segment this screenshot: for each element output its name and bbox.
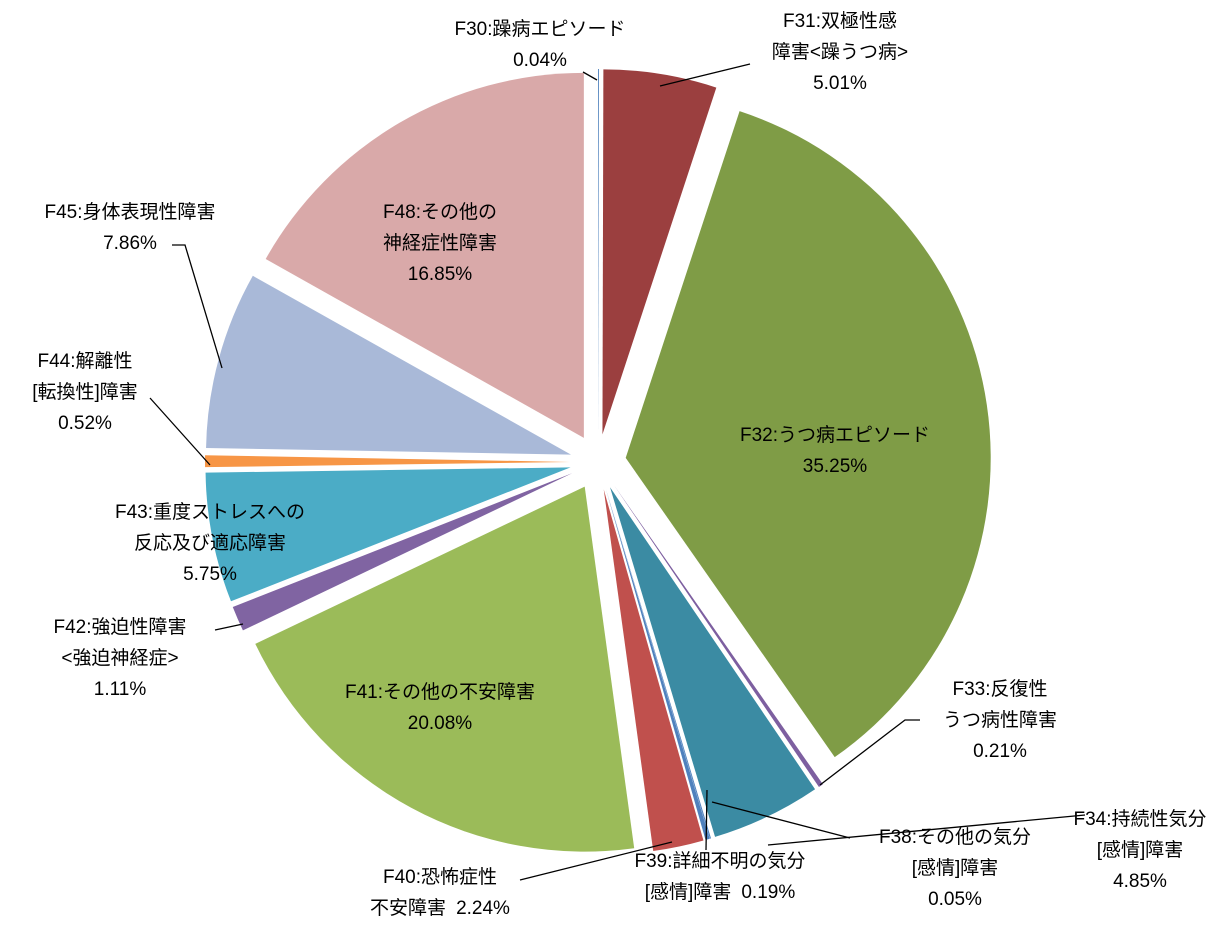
value-label: 0.05%: [928, 889, 982, 910]
leader-line: [214, 623, 244, 631]
slice-label: F44:解離性 [転換性]障害 0.52%: [32, 350, 138, 434]
category-label: F48:その他の: [383, 201, 497, 223]
category-label: [感情]障害: [1097, 839, 1184, 861]
category-label: F43:重度ストレスへの: [115, 501, 305, 523]
value-label: 16.85%: [408, 264, 473, 285]
value-label: 2.24%: [456, 898, 510, 919]
slice-label: F34:持続性気分 [感情]障害 4.85%: [1073, 808, 1206, 892]
category-label: F42:強迫性障害: [53, 616, 186, 638]
category-label: 神経症性障害: [383, 232, 497, 254]
pie-slice: [606, 488, 712, 839]
category-label: 反応及び適応障害: [134, 532, 286, 554]
value-label: 4.85%: [1113, 871, 1167, 892]
category-label: <強迫神経症>: [61, 647, 178, 669]
category-label: F33:反復性: [952, 678, 1047, 700]
slice-label: F32:うつ病エピソード 35.25%: [740, 424, 930, 477]
slice-label: F45:身体表現性障害 7.86%: [44, 201, 215, 254]
pie-slice: [265, 72, 584, 438]
leader-line: [172, 244, 223, 369]
pie-slice: [255, 486, 635, 852]
value-label: 0.52%: [58, 413, 112, 434]
category-label: [転換性]障害: [32, 381, 138, 403]
category-label: F40:恐怖症性: [383, 866, 497, 888]
slice-label: F42:強迫性障害 <強迫神経症> 1.11%: [53, 616, 186, 700]
pie-slice: [598, 69, 599, 435]
category-label: F41:その他の不安障害: [345, 681, 535, 703]
pie-slice: [205, 455, 571, 468]
pie-slice: [610, 487, 816, 837]
value-label: 0.21%: [973, 741, 1027, 762]
category-label: 不安障害: [370, 897, 446, 919]
value-label: 20.08%: [408, 713, 473, 734]
slice-label: F38:その他の気分 [感情]障害 0.05%: [879, 826, 1031, 910]
category-label: 不安障害 2.24%: [370, 897, 510, 919]
value-label: 0.19%: [741, 882, 795, 903]
category-label: F32:うつ病エピソード: [740, 424, 930, 446]
pie-slice: [602, 69, 717, 435]
leader-line: [582, 71, 598, 81]
pie-slice: [603, 489, 704, 852]
pie-slice: [205, 467, 571, 602]
value-label: 35.25%: [803, 456, 868, 477]
category-label: F39:詳細不明の気分: [634, 850, 805, 872]
value-label: 5.01%: [813, 73, 867, 94]
category-label: 障害<躁うつ病>: [772, 41, 908, 63]
category-label: F45:身体表現性障害: [44, 201, 215, 223]
pie-slice: [605, 488, 710, 840]
category-label: [感情]障害 0.19%: [645, 881, 796, 903]
leader-line: [767, 814, 1086, 846]
category-label: F34:持続性気分: [1073, 808, 1206, 830]
leader-line: [659, 63, 751, 87]
value-label: 1.11%: [94, 679, 147, 700]
slice-label: F30:躁病エピソード 0.04%: [454, 18, 625, 71]
leader-line: [819, 719, 920, 786]
category-label: うつ病性障害: [943, 709, 1057, 731]
slice-label: F39:詳細不明の気分 [感情]障害 0.19%: [634, 850, 805, 903]
value-label: 5.75%: [183, 564, 237, 585]
pie-slice: [625, 111, 991, 758]
category-label: [感情]障害: [912, 857, 999, 879]
category-label: F31:双極性感: [783, 10, 897, 32]
value-label: 7.86%: [103, 233, 157, 254]
category-label: [感情]障害: [645, 881, 732, 903]
pie-slice: [613, 485, 823, 788]
leader-line: [519, 841, 673, 881]
category-label: F30:躁病エピソード: [454, 18, 625, 40]
category-label: F44:解離性: [37, 350, 132, 372]
slice-label: F41:その他の不安障害 20.08%: [345, 681, 535, 734]
pie-slice: [232, 473, 573, 631]
value-label: 0.04%: [513, 50, 567, 71]
leader-line: [149, 397, 211, 466]
leader-line: [705, 789, 708, 851]
category-label: F38:その他の気分: [879, 826, 1031, 848]
pie-slice: [206, 275, 571, 455]
leader-line: [711, 801, 851, 839]
